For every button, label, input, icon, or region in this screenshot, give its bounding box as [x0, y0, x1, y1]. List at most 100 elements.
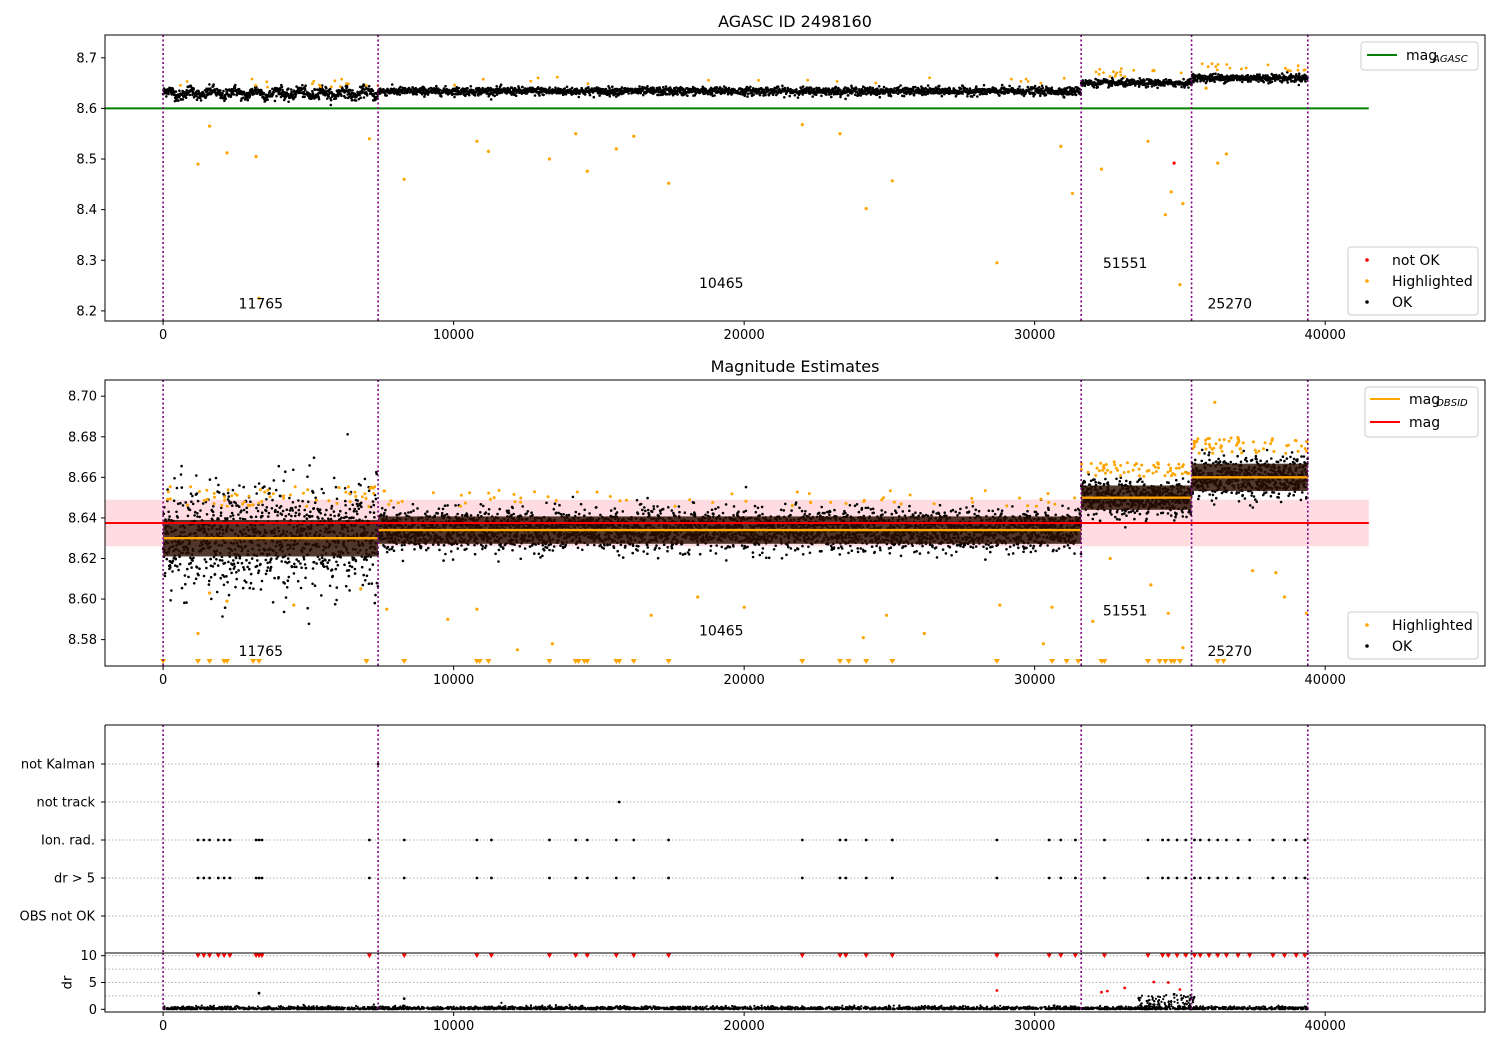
ok-point	[324, 558, 327, 562]
highlighted-point	[806, 78, 810, 82]
ok-point	[248, 93, 252, 97]
ok-point	[226, 517, 229, 520]
ok-point	[327, 95, 330, 98]
legend-marker	[1365, 258, 1369, 262]
ok-point	[232, 567, 236, 570]
ok-point	[362, 573, 366, 577]
ok-point	[290, 90, 293, 94]
highlighted-point	[614, 147, 618, 151]
ok-point	[184, 582, 187, 586]
ok-point	[608, 95, 612, 98]
ok-point	[713, 94, 716, 97]
ok-point	[1297, 72, 1301, 75]
ok-point	[362, 96, 366, 99]
ok-point	[565, 85, 569, 89]
highlighted-point	[835, 80, 839, 83]
ok-point	[286, 557, 290, 560]
highlighted-point	[354, 494, 358, 498]
ok-point	[811, 95, 814, 98]
highlighted-point	[1099, 167, 1104, 171]
ok-point	[176, 565, 179, 568]
ok-point	[165, 557, 169, 561]
highlighted-point	[257, 296, 261, 300]
ok-point	[190, 566, 193, 569]
highlighted-point	[1216, 161, 1220, 165]
ok-point	[376, 95, 379, 98]
highlighted-point	[344, 490, 348, 494]
ok-point	[663, 87, 666, 91]
ok-point	[912, 85, 915, 89]
ok-point	[410, 88, 414, 92]
ok-point	[205, 566, 208, 570]
ok-point	[297, 508, 301, 512]
ok-point	[259, 588, 263, 591]
ok-point	[336, 563, 340, 567]
ok-point	[326, 561, 330, 564]
highlighted-point	[995, 261, 999, 265]
ok-point	[521, 85, 524, 89]
ok-point	[657, 93, 660, 97]
ok-point	[269, 565, 273, 569]
ok-point	[312, 560, 316, 564]
highlighted-point	[1024, 77, 1028, 81]
ok-point	[243, 568, 246, 571]
ok-point	[199, 509, 202, 512]
ok-point	[860, 87, 864, 91]
ok-point	[744, 92, 747, 96]
ok-point	[294, 95, 297, 98]
x-tick-label: 30000	[1014, 328, 1055, 343]
ok-point	[583, 93, 587, 96]
ok-point	[318, 508, 322, 512]
ok-point	[961, 92, 964, 95]
ok-point	[303, 95, 306, 99]
ok-point	[384, 508, 387, 512]
ok-point	[243, 518, 247, 521]
ok-point	[359, 96, 363, 100]
ok-point	[383, 545, 386, 548]
ok-point	[239, 99, 243, 102]
ok-point	[664, 85, 668, 88]
ok-point	[373, 601, 377, 605]
ok-point	[237, 513, 240, 516]
ok-point	[262, 91, 266, 95]
highlighted-point	[345, 82, 348, 85]
ok-point	[1043, 91, 1046, 95]
highlighted-point	[226, 488, 230, 492]
ok-point	[1213, 80, 1216, 84]
ok-point	[209, 87, 212, 90]
ok-point	[330, 568, 334, 571]
ok-point	[385, 550, 389, 554]
ok-point	[727, 86, 731, 90]
ok-point	[237, 505, 241, 509]
ok-point	[332, 510, 336, 513]
ok-point	[242, 566, 245, 569]
ok-point	[1189, 77, 1192, 81]
ok-point	[343, 487, 347, 490]
ok-point	[365, 558, 369, 562]
ok-point	[1191, 72, 1195, 76]
ok-point	[1074, 93, 1078, 97]
ok-point	[329, 103, 333, 107]
ok-point	[889, 94, 893, 98]
ok-point	[487, 89, 490, 93]
highlighted-point	[305, 504, 309, 508]
ok-point	[307, 622, 311, 626]
ok-point	[352, 516, 355, 520]
ok-point	[293, 562, 296, 566]
ok-point	[223, 575, 226, 578]
ok-point	[554, 86, 557, 89]
highlighted-point	[179, 84, 182, 87]
ok-point	[171, 570, 174, 573]
highlighted-point	[1123, 75, 1127, 79]
x-tick-label: 10000	[433, 328, 474, 343]
highlighted-point	[346, 485, 350, 489]
ok-point	[295, 558, 299, 561]
ok-point	[1182, 77, 1185, 81]
ok-point	[332, 476, 336, 480]
ok-point	[222, 583, 226, 587]
ok-point	[604, 87, 608, 91]
highlighted-point	[208, 124, 212, 128]
ok-point	[1044, 93, 1048, 96]
ok-point	[299, 586, 303, 590]
ok-point	[998, 94, 1001, 97]
